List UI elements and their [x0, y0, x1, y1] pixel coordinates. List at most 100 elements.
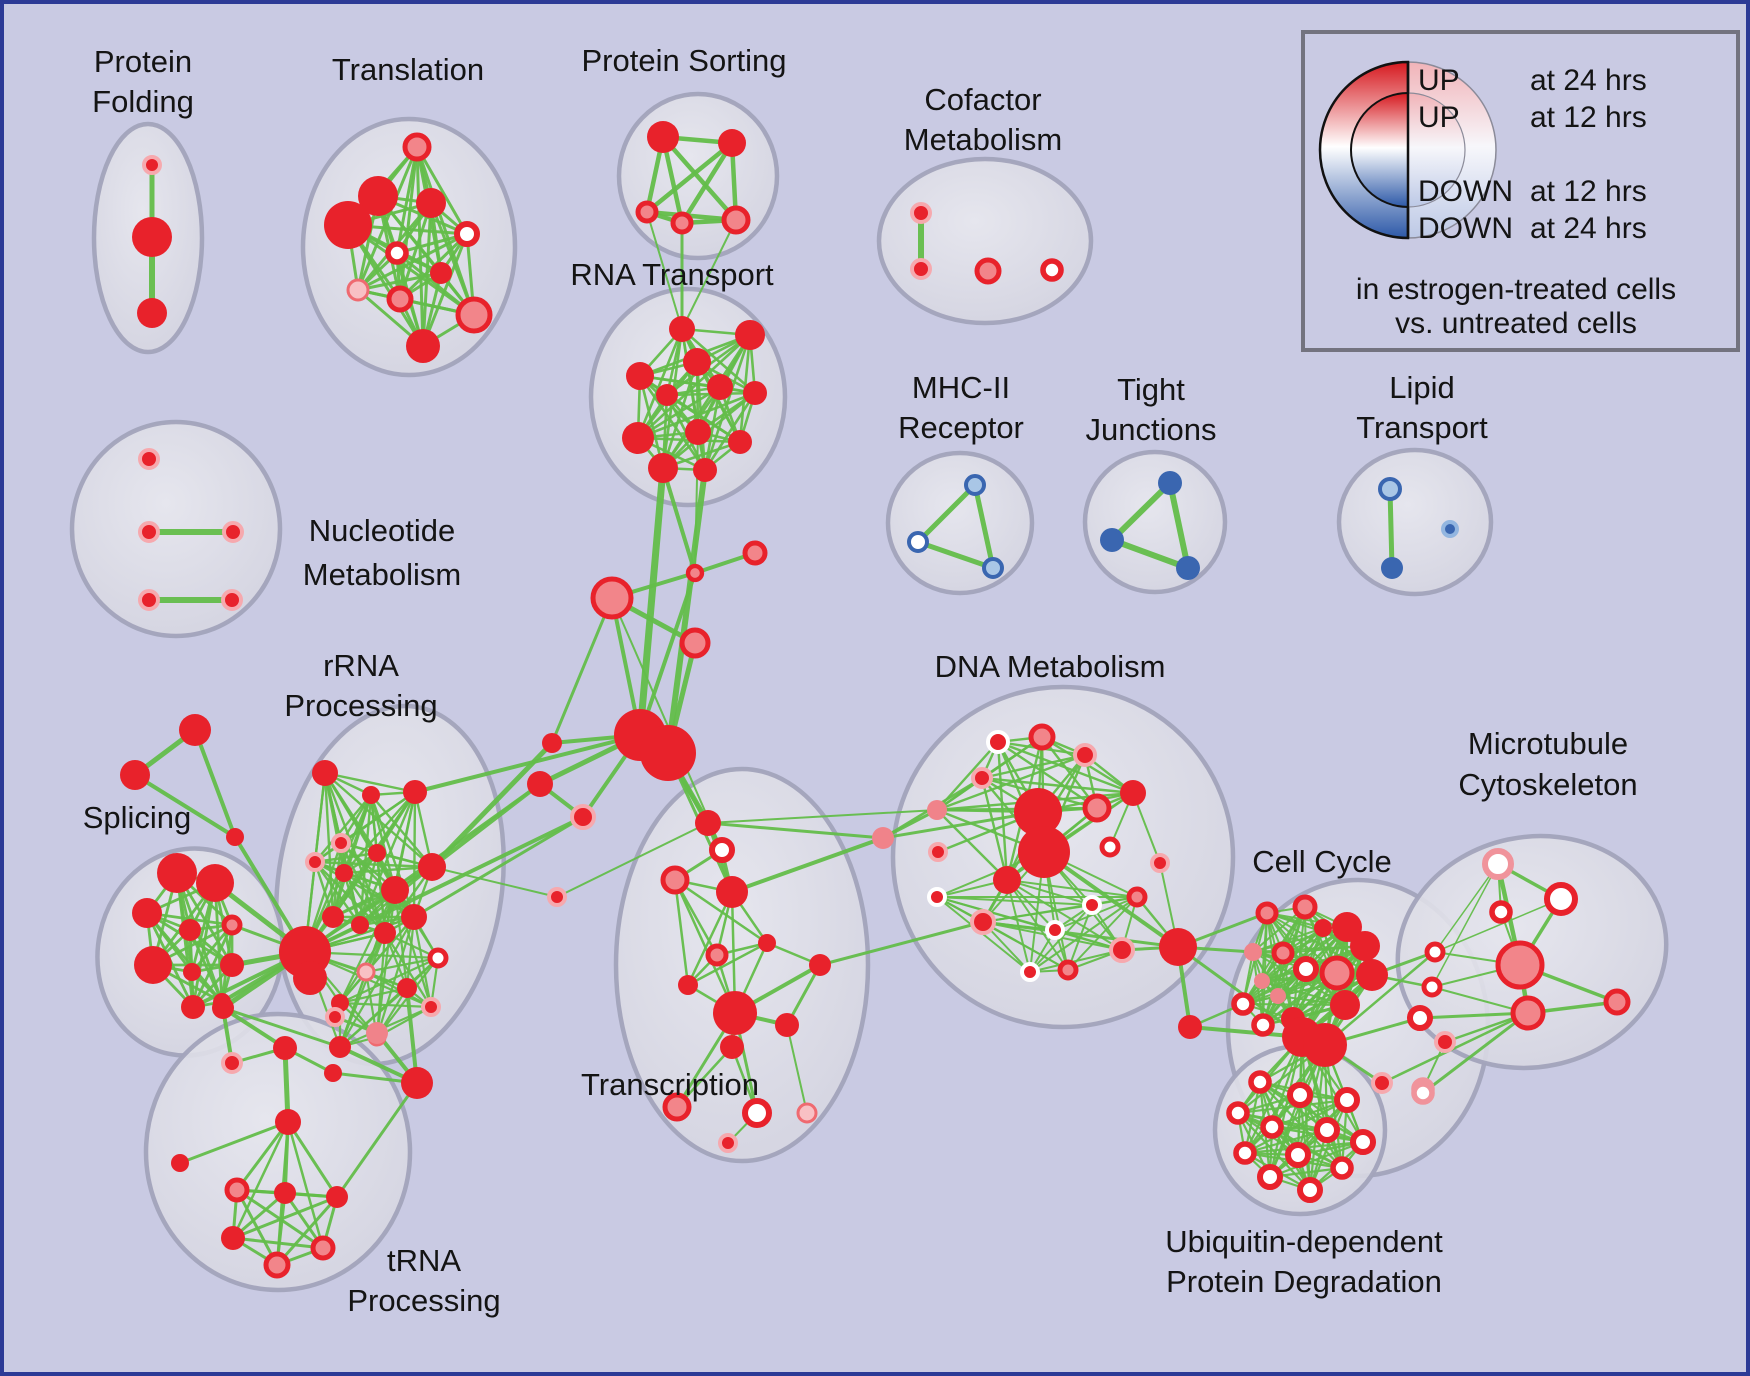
network-edge — [636, 333, 752, 440]
network-edge — [1418, 1011, 1530, 1020]
network-edge — [980, 776, 1135, 795]
network-node — [907, 531, 929, 553]
network-node — [1287, 1082, 1313, 1108]
network-node — [693, 458, 717, 482]
network-node — [1293, 956, 1319, 982]
network-node — [374, 922, 396, 944]
network-node — [430, 262, 452, 284]
network-node — [718, 1133, 738, 1153]
network-node — [1482, 848, 1514, 880]
network-node — [1285, 1142, 1311, 1168]
network-edge — [1387, 486, 1395, 571]
network-edge — [369, 793, 434, 869]
network-node — [872, 827, 894, 849]
network-node — [1270, 988, 1286, 1004]
network-node — [1178, 1015, 1202, 1039]
network-node — [1100, 528, 1124, 552]
network-node — [1233, 1141, 1257, 1165]
network-edge — [646, 211, 683, 330]
network-node — [742, 540, 768, 566]
network-edge — [133, 773, 237, 839]
network-edge — [1042, 850, 1180, 949]
network-node — [707, 374, 733, 400]
network-edge — [550, 596, 614, 745]
network-edge — [1300, 1035, 1312, 1192]
network-edge — [980, 776, 1009, 882]
legend-footer-line2: vs. untreated cells — [1395, 307, 1637, 340]
network-edge — [915, 482, 978, 545]
cluster-label-dna-metabolism-line1: DNA Metabolism — [935, 649, 1166, 684]
network-node — [743, 381, 767, 405]
network-node — [1255, 901, 1279, 925]
cluster-label-cofactor-metabolism-line2: Metabolism — [904, 122, 1063, 157]
network-node — [138, 448, 160, 470]
network-node — [1319, 955, 1355, 991]
legend-footer-line1: in estrogen-treated cells — [1356, 273, 1676, 306]
legend-row-up12-label: UP — [1418, 101, 1460, 134]
network-edge — [1431, 863, 1499, 988]
network-node — [312, 760, 338, 786]
network-node — [356, 962, 376, 982]
network-node — [366, 1022, 388, 1044]
network-edge — [1236, 1111, 1312, 1192]
network-node — [720, 1035, 744, 1059]
network-edge — [703, 391, 757, 472]
network-node — [326, 1186, 348, 1208]
network-node — [1248, 1070, 1272, 1094]
network-node — [974, 257, 1002, 285]
network-node — [970, 909, 996, 935]
network-node — [142, 155, 162, 175]
network-edge — [681, 219, 737, 330]
network-node — [542, 733, 562, 753]
network-node — [221, 914, 243, 936]
network-edge — [1029, 949, 1123, 973]
network-node — [335, 864, 353, 882]
network-edge — [1242, 1003, 1346, 1006]
network-edge — [413, 733, 642, 794]
network-edge — [286, 1120, 339, 1199]
network-node — [709, 837, 735, 863]
network-edge — [313, 851, 379, 864]
network-node — [427, 947, 449, 969]
cluster-label-cell-cycle-line1: Cell Cycle — [1252, 844, 1392, 879]
network-node — [662, 1092, 692, 1122]
network-edge — [665, 467, 708, 756]
network-node — [137, 298, 167, 328]
legend-row-down24-time: at 24 hrs — [1530, 212, 1647, 245]
network-node — [212, 997, 234, 1019]
network-node — [670, 211, 694, 235]
network-edge — [193, 728, 237, 839]
network-node — [381, 876, 409, 904]
network-edge — [313, 793, 373, 864]
network-edge — [636, 327, 684, 440]
legend-row-down24-label: DOWN — [1418, 212, 1513, 245]
network-edge — [338, 888, 397, 1005]
network-node — [590, 576, 634, 620]
network-node — [927, 800, 947, 820]
cluster-label-trna-processing-line2: Processing — [347, 1283, 500, 1318]
network-node — [1045, 920, 1065, 940]
network-edge — [415, 145, 469, 236]
network-edge — [661, 466, 697, 575]
network-node — [1330, 990, 1360, 1020]
network-node — [1014, 788, 1062, 836]
network-edge — [1252, 951, 1264, 1026]
cluster-label-splicing-line1: Splicing — [83, 800, 192, 835]
network-node — [1244, 943, 1262, 961]
network-edge — [1236, 1098, 1349, 1115]
cluster-label-microtubule-cytoskeleton-line2: Cytoskeleton — [1458, 767, 1637, 802]
network-edge — [231, 1120, 290, 1240]
network-node — [1099, 836, 1121, 858]
network-node — [1334, 1087, 1360, 1113]
network-node — [1350, 931, 1380, 961]
network-edge — [707, 809, 938, 824]
network-node — [1292, 894, 1318, 920]
network-edge — [1242, 927, 1324, 1005]
network-node — [971, 767, 993, 789]
network-node — [183, 963, 201, 981]
network-edge — [636, 464, 667, 739]
network-node — [221, 589, 243, 611]
network-edge — [275, 1195, 339, 1267]
network-node — [406, 329, 440, 363]
